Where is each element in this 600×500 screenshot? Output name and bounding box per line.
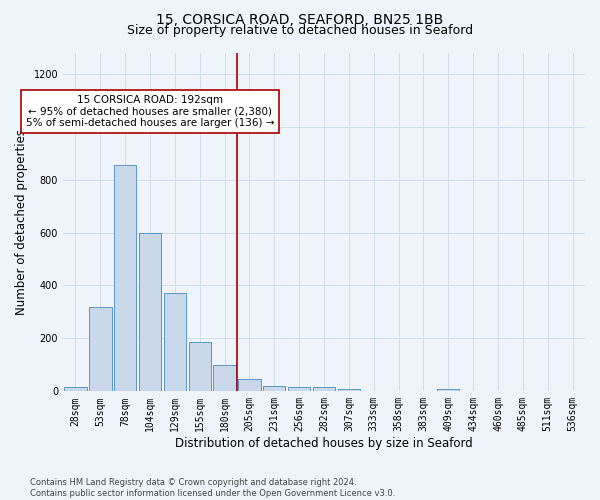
Bar [437, 388, 460, 392]
Bar [214, 365, 236, 392]
Bar [89, 306, 112, 392]
Bar [238, 379, 260, 392]
Text: 15, CORSICA ROAD, SEAFORD, BN25 1BB: 15, CORSICA ROAD, SEAFORD, BN25 1BB [157, 12, 443, 26]
Text: Contains HM Land Registry data © Crown copyright and database right 2024.
Contai: Contains HM Land Registry data © Crown c… [30, 478, 395, 498]
Bar [338, 388, 360, 392]
Text: Size of property relative to detached houses in Seaford: Size of property relative to detached ho… [127, 24, 473, 37]
X-axis label: Distribution of detached houses by size in Seaford: Distribution of detached houses by size … [175, 437, 473, 450]
Bar [164, 294, 186, 392]
Bar [313, 386, 335, 392]
Y-axis label: Number of detached properties: Number of detached properties [15, 129, 28, 315]
Bar [263, 386, 286, 392]
Text: 15 CORSICA ROAD: 192sqm
← 95% of detached houses are smaller (2,380)
5% of semi-: 15 CORSICA ROAD: 192sqm ← 95% of detache… [26, 95, 274, 128]
Bar [188, 342, 211, 392]
Bar [288, 386, 310, 392]
Bar [114, 165, 136, 392]
Bar [139, 232, 161, 392]
Bar [64, 388, 86, 392]
